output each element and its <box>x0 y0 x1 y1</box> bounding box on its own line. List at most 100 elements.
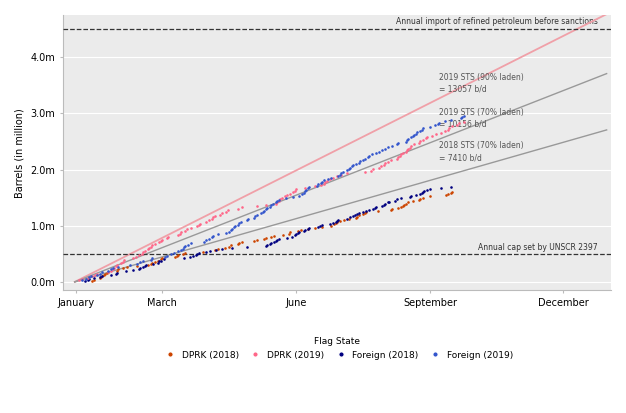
Point <box>211 247 221 253</box>
Point <box>406 142 416 149</box>
Point <box>154 239 164 246</box>
Point <box>323 176 333 182</box>
Point <box>423 187 433 193</box>
Point <box>268 201 278 207</box>
Point <box>423 133 433 140</box>
Point <box>120 257 130 264</box>
Point <box>336 171 346 178</box>
Point <box>233 221 243 228</box>
Point <box>256 210 266 217</box>
Point <box>332 219 342 225</box>
Point <box>414 197 424 203</box>
Point <box>345 214 355 221</box>
Point <box>393 204 403 211</box>
Point <box>192 251 202 257</box>
Point <box>125 262 135 268</box>
Point <box>282 235 292 241</box>
Point <box>85 274 95 281</box>
Point <box>440 128 450 135</box>
Point <box>99 272 109 278</box>
Point <box>98 273 108 280</box>
Point <box>446 116 456 123</box>
Text: Annual import of refined petroleum before sanctions: Annual import of refined petroleum befor… <box>396 17 598 26</box>
Point <box>415 195 425 202</box>
Point <box>405 144 415 151</box>
Point <box>111 270 121 277</box>
Point <box>358 157 368 163</box>
Point <box>102 270 112 276</box>
Point <box>436 185 446 191</box>
Point <box>342 167 352 173</box>
Point <box>383 144 393 151</box>
Point <box>258 209 268 216</box>
Point <box>156 237 166 244</box>
Point <box>230 223 240 229</box>
Point <box>96 274 106 281</box>
Point <box>447 189 457 195</box>
Point <box>386 206 396 213</box>
Point <box>100 271 110 278</box>
Point <box>300 185 310 191</box>
Point <box>293 230 303 237</box>
Point <box>234 240 244 247</box>
Point <box>271 200 281 207</box>
Point <box>147 255 157 262</box>
Point <box>291 231 301 237</box>
Point <box>326 174 336 181</box>
Point <box>416 126 426 133</box>
Point <box>344 216 354 222</box>
Point <box>408 133 418 140</box>
Point <box>169 249 179 256</box>
Point <box>225 242 235 249</box>
Point <box>332 173 342 179</box>
Point <box>289 189 299 196</box>
Point <box>201 237 211 244</box>
Point <box>138 264 148 271</box>
Point <box>208 214 218 221</box>
Point <box>302 187 312 193</box>
Point <box>380 200 390 207</box>
Point <box>312 183 322 189</box>
Point <box>215 211 225 218</box>
Point <box>358 211 368 218</box>
Point <box>319 177 329 183</box>
Point <box>269 233 279 239</box>
Point <box>262 205 272 211</box>
Point <box>433 121 443 127</box>
Point <box>327 174 337 181</box>
Point <box>352 214 362 220</box>
Point <box>329 221 339 228</box>
Point <box>106 271 116 278</box>
Point <box>145 261 155 267</box>
Point <box>90 272 100 278</box>
Point <box>459 112 469 119</box>
Point <box>414 140 424 146</box>
Point <box>140 263 150 269</box>
Point <box>179 255 189 262</box>
Point <box>207 234 217 241</box>
Point <box>459 119 469 125</box>
Point <box>80 278 90 284</box>
Point <box>443 191 453 197</box>
Point <box>319 180 329 187</box>
Point <box>345 164 355 171</box>
Point <box>402 137 412 144</box>
Point <box>141 261 151 268</box>
Point <box>446 190 456 196</box>
Point <box>379 161 389 168</box>
Point <box>108 266 118 273</box>
Point <box>135 265 145 271</box>
Point <box>348 213 358 220</box>
Point <box>393 154 403 161</box>
Point <box>192 223 202 230</box>
Point <box>409 141 419 148</box>
Point <box>373 207 383 214</box>
Point <box>415 128 425 134</box>
Point <box>213 246 223 252</box>
Point <box>243 216 253 222</box>
Point <box>173 252 183 258</box>
Point <box>408 198 418 204</box>
Point <box>83 274 93 281</box>
Point <box>172 253 182 260</box>
Point <box>158 256 168 263</box>
